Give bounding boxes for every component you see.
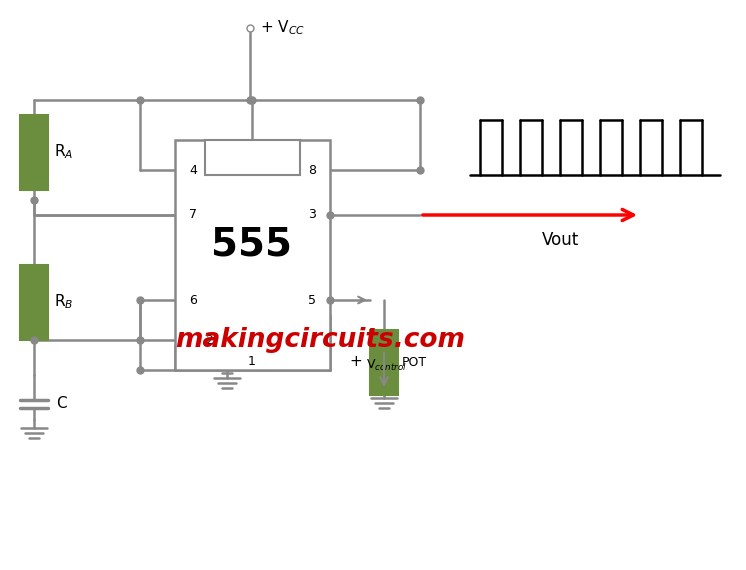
Text: 5: 5	[308, 294, 316, 307]
Text: POT: POT	[402, 356, 427, 368]
Text: 1: 1	[248, 355, 256, 368]
Text: R$_B$: R$_B$	[54, 292, 73, 311]
Bar	[20, 265, 48, 340]
Text: 555: 555	[212, 226, 292, 264]
Text: 7: 7	[189, 209, 197, 222]
Text: 8: 8	[308, 164, 316, 177]
Text: C: C	[56, 397, 66, 412]
Text: 6: 6	[189, 294, 197, 307]
Bar	[175, 140, 330, 370]
Text: V$_{control}$: V$_{control}$	[366, 357, 407, 373]
Text: R$_A$: R$_A$	[54, 142, 73, 161]
Bar	[370, 330, 398, 395]
Bar	[205, 140, 300, 175]
Text: makingcircuits.com: makingcircuits.com	[175, 327, 465, 353]
Text: 3: 3	[308, 209, 316, 222]
Text: + V$_{CC}$: + V$_{CC}$	[260, 19, 305, 38]
Bar	[20, 115, 48, 190]
Text: +: +	[349, 355, 362, 369]
Text: Vout: Vout	[542, 231, 579, 249]
Text: 4: 4	[189, 164, 197, 177]
Text: 2: 2	[205, 333, 213, 347]
